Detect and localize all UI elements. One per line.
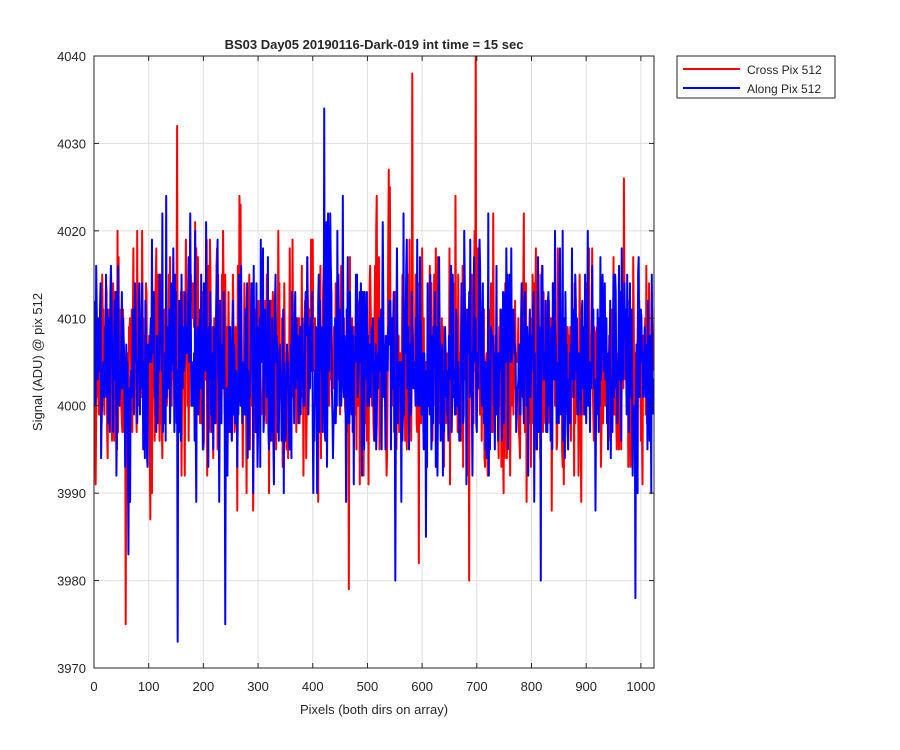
x-tick-label: 300 bbox=[247, 679, 269, 694]
x-tick-label: 1000 bbox=[626, 679, 655, 694]
x-tick-label: 500 bbox=[357, 679, 379, 694]
x-tick-label: 600 bbox=[411, 679, 433, 694]
x-tick-label: 900 bbox=[575, 679, 597, 694]
legend-box bbox=[676, 55, 836, 99]
x-tick-label: 800 bbox=[521, 679, 543, 694]
axes-box bbox=[93, 55, 655, 669]
y-tick-label: 4040 bbox=[57, 49, 86, 64]
axis-ticks: 0 100 200 300 400 500 600 700 800 900 1000 3970 3980… bbox=[57, 49, 655, 694]
chart-title: BS03 Day05 20190116-Dark-019 int time = … bbox=[225, 37, 524, 52]
y-tick-label: 3970 bbox=[57, 661, 86, 676]
series-layer bbox=[94, 56, 654, 643]
x-tick-label: 200 bbox=[193, 679, 215, 694]
legend: Cross Pix 512 Along Pix 512 bbox=[676, 55, 836, 99]
y-tick-label: 3980 bbox=[57, 574, 86, 589]
y-tick-label: 4010 bbox=[57, 311, 86, 326]
legend-label-along: Along Pix 512 bbox=[747, 82, 821, 96]
x-axis-label: Pixels (both dirs on array) bbox=[300, 702, 448, 717]
x-tick-label: 0 bbox=[90, 679, 97, 694]
y-tick-label: 4030 bbox=[57, 136, 86, 151]
x-tick-label: 400 bbox=[302, 679, 324, 694]
x-tick-label: 700 bbox=[466, 679, 488, 694]
y-tick-label: 4020 bbox=[57, 224, 86, 239]
x-tick-label: 100 bbox=[138, 679, 160, 694]
data-clip bbox=[94, 56, 654, 643]
y-axis-label: Signal (ADU) @ pix 512 bbox=[30, 293, 45, 431]
y-tick-label: 4000 bbox=[57, 399, 86, 414]
y-tick-label: 3990 bbox=[57, 486, 86, 501]
series-line-along bbox=[94, 107, 654, 643]
legend-label-cross: Cross Pix 512 bbox=[747, 63, 822, 77]
plot-area: 0 100 200 300 400 500 600 700 800 900 1000 3970 3980… bbox=[57, 49, 655, 694]
